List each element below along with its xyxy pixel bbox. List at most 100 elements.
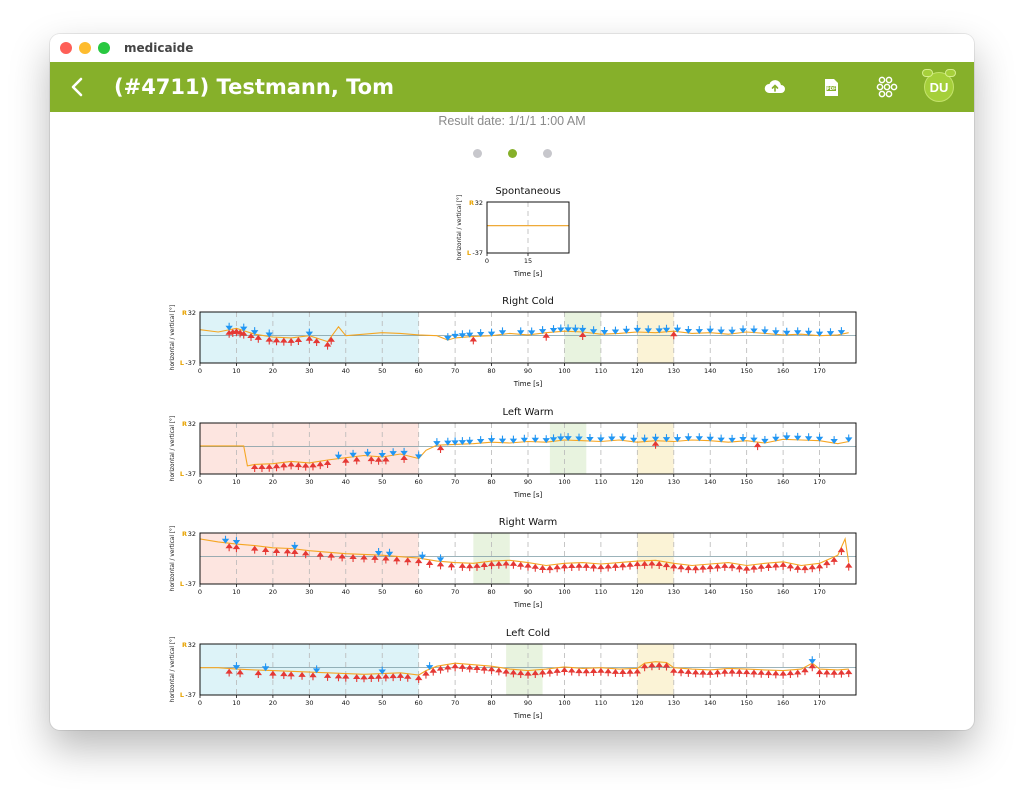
beat-up-marker	[458, 562, 467, 571]
beat-up-marker	[662, 662, 671, 671]
beat-up-marker	[509, 560, 518, 569]
beat-up-marker	[830, 556, 838, 565]
beat-up-marker	[560, 666, 569, 675]
beat-up-marker	[240, 330, 248, 339]
eye-position-line	[199, 325, 849, 343]
beat-down-marker	[684, 325, 693, 334]
beat-up-marker	[589, 668, 598, 676]
beat-down-marker	[619, 433, 627, 442]
beat-up-marker	[793, 564, 802, 573]
beat-down-marker	[487, 328, 496, 337]
beat-down-marker	[549, 434, 558, 443]
maximize-window-button[interactable]	[98, 42, 110, 54]
x-tick-label: 60	[415, 478, 423, 486]
beat-down-marker	[651, 433, 660, 442]
beat-down-marker	[538, 326, 547, 335]
beat-down-marker	[498, 435, 507, 444]
beat-down-marker	[487, 435, 496, 444]
user-avatar[interactable]: DU	[922, 69, 956, 102]
beat-up-marker	[837, 669, 846, 678]
minimize-window-button[interactable]	[79, 42, 91, 54]
beat-up-marker	[735, 668, 744, 677]
chart-2: Left Warm 0 10 20 30 40 50 60 70 80 90 100 110 120 130…	[170, 407, 857, 499]
beat-up-marker	[425, 559, 434, 568]
close-window-button[interactable]	[60, 42, 72, 54]
beat-up-marker	[487, 666, 496, 675]
beat-down-marker	[414, 451, 423, 460]
result-date: Result date: 1/1/1 1:00 AM	[438, 114, 586, 128]
beat-up-marker	[619, 562, 627, 571]
beat-down-marker	[265, 329, 273, 338]
x-axis-label: Time [s]	[513, 601, 543, 609]
beat-up-marker	[258, 464, 266, 472]
results-content: Result date: 1/1/1 1:00 AM Spontaneous 0 1…	[50, 112, 974, 730]
beat-up-marker	[301, 462, 310, 471]
beat-down-marker	[509, 435, 518, 444]
beat-up-marker	[323, 460, 332, 468]
page-dot-3[interactable]	[542, 149, 552, 158]
beat-down-marker	[695, 433, 703, 442]
avatar-initials: DU	[929, 79, 949, 95]
beat-down-marker	[400, 447, 408, 456]
x-tick-label: 20	[269, 588, 277, 596]
beat-down-marker	[458, 437, 467, 446]
beat-down-marker	[706, 433, 714, 442]
x-tick-label: 110	[595, 699, 607, 707]
beat-down-marker	[232, 662, 241, 671]
beat-up-marker	[291, 549, 299, 557]
beat-up-marker	[837, 547, 846, 556]
beat-up-marker	[353, 456, 361, 465]
beat-up-marker	[280, 671, 288, 680]
beat-up-marker	[444, 664, 452, 673]
back-button[interactable]	[62, 72, 92, 102]
beat-up-marker	[422, 670, 430, 679]
beat-up-marker	[582, 562, 591, 571]
beat-up-marker	[465, 664, 474, 673]
beat-up-marker	[633, 561, 642, 570]
beat-up-marker	[779, 561, 787, 570]
beat-down-marker	[673, 324, 682, 333]
beat-down-marker	[564, 324, 572, 333]
y-top-label: 32	[188, 641, 196, 649]
beat-down-marker	[557, 324, 565, 333]
beat-up-marker	[360, 674, 368, 683]
cloud-upload-button[interactable]	[760, 72, 790, 102]
beat-up-marker	[338, 553, 346, 562]
beat-up-marker	[436, 665, 445, 674]
beat-down-marker	[476, 329, 485, 338]
beat-up-marker	[757, 563, 765, 572]
beat-up-marker	[691, 565, 700, 574]
beat-down-marker	[597, 434, 605, 443]
x-tick-label: 140	[704, 367, 716, 375]
beat-down-marker	[517, 327, 525, 336]
beat-down-marker	[291, 541, 299, 550]
beat-up-marker	[374, 456, 383, 465]
x-axis-label: Time [s]	[513, 491, 543, 499]
beat-up-marker	[546, 668, 554, 677]
beat-down-marker	[334, 451, 343, 460]
beat-down-marker	[695, 326, 703, 335]
beat-up-marker	[301, 550, 310, 559]
beat-down-marker	[549, 325, 558, 334]
beat-up-marker	[473, 665, 481, 673]
page-dot-1[interactable]	[472, 149, 482, 158]
beat-up-marker	[651, 440, 660, 449]
beat-up-marker	[531, 670, 539, 679]
network-view-button[interactable]	[872, 72, 902, 102]
chart-title: Right Cold	[502, 296, 554, 307]
beat-down-marker	[706, 325, 714, 334]
beat-up-marker	[382, 673, 390, 682]
beat-up-marker	[575, 562, 583, 571]
page-dot-2[interactable]	[507, 149, 517, 158]
x-tick-label: 130	[668, 367, 680, 375]
x-tick-label: 130	[668, 699, 680, 707]
back-chevron-icon	[71, 77, 83, 97]
beat-up-marker	[447, 562, 456, 571]
beat-up-marker	[360, 554, 368, 563]
beat-down-marker	[662, 434, 671, 443]
window-titlebar: medicaide	[50, 34, 974, 62]
pdf-export-button[interactable]: PDF	[816, 72, 846, 102]
molecule-network-icon	[876, 76, 898, 98]
x-tick-label: 60	[415, 588, 423, 596]
beat-up-marker	[830, 669, 838, 678]
